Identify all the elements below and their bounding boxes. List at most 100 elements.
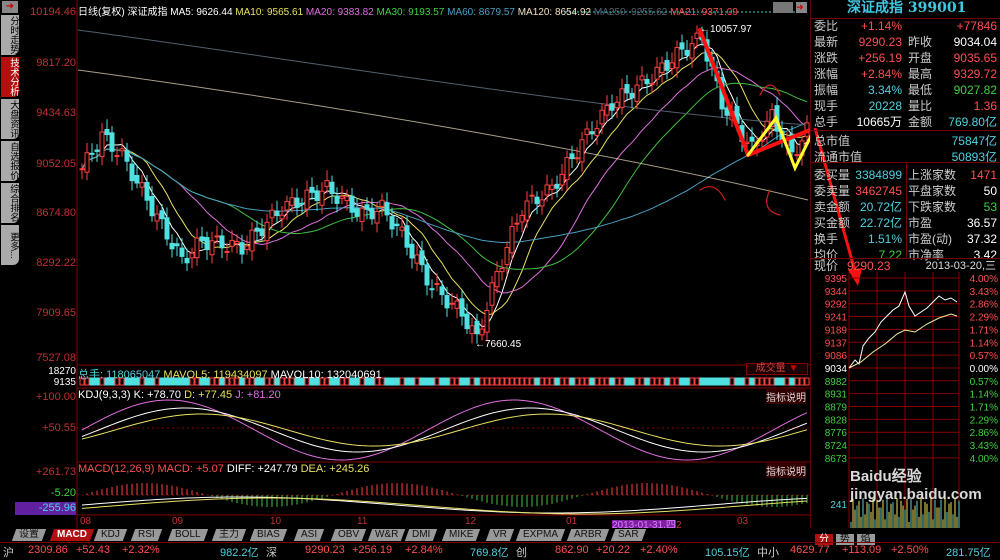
candle xyxy=(114,155,120,158)
candle xyxy=(539,199,545,207)
indicator-tab-boll[interactable]: BOLL xyxy=(167,529,208,541)
tab-intraday[interactable]: 分 xyxy=(815,534,833,545)
indicator-tab-cn-0[interactable]: 设置 xyxy=(11,529,47,541)
volume-bar xyxy=(214,377,220,386)
tab-flame[interactable]: 焰 xyxy=(856,534,875,545)
volume-bar xyxy=(419,377,425,386)
volume-bar xyxy=(729,377,735,386)
volume-bar xyxy=(224,377,230,386)
sidebar-tab-technical[interactable]: 技术分析 xyxy=(1,57,19,97)
close-icon[interactable]: ➜ xyxy=(796,2,807,13)
intraday-price-tick: 9344 xyxy=(825,287,848,298)
macd-tick: +261.73 xyxy=(35,466,76,478)
volume-bar xyxy=(494,377,500,386)
volume-bar xyxy=(549,377,555,386)
candle xyxy=(654,66,660,80)
indicator-tab-dmi[interactable]: DMI xyxy=(404,529,438,541)
ma21-value: MA21: 9371.09 xyxy=(670,7,738,18)
price-line xyxy=(848,290,958,369)
candle xyxy=(144,181,150,201)
candle xyxy=(154,213,160,222)
exit-icon[interactable]: ➜ xyxy=(2,1,18,13)
candle xyxy=(99,131,105,158)
candle xyxy=(199,236,205,242)
volume-bar xyxy=(614,377,620,386)
volume-bar xyxy=(699,377,705,386)
intraday-price-tick: 8724 xyxy=(825,441,848,452)
volume-bar xyxy=(724,377,730,386)
candle xyxy=(504,247,510,265)
kline-chart[interactable] xyxy=(0,0,810,528)
indicator-tab-macd[interactable]: MACD xyxy=(49,529,95,541)
indicator-tab-rsi[interactable]: RSI xyxy=(130,529,162,541)
indicator-tab-arbr[interactable]: ARBR xyxy=(566,529,609,541)
indicator-tab-wr[interactable]: W&R xyxy=(367,529,406,541)
volume-bar xyxy=(104,377,110,386)
volume-bar xyxy=(274,377,280,386)
indicator-tab-asi[interactable]: ASI xyxy=(293,529,325,541)
candle xyxy=(579,139,585,163)
volume-bar xyxy=(769,377,775,386)
candle xyxy=(434,283,440,286)
indicator-tab-kdj[interactable]: KDJ xyxy=(93,529,128,541)
candle xyxy=(344,196,350,202)
sidebar-tab-ranking[interactable]: 综合排名 xyxy=(1,183,19,223)
quote-row: 换手 1.51% 市盈(动) 37.32 xyxy=(814,232,997,246)
indicator-tab-vr[interactable]: VR xyxy=(485,529,515,541)
intraday-price-tick: 8673 xyxy=(825,454,848,465)
volume-bar xyxy=(199,377,205,386)
volume-bar xyxy=(379,377,385,386)
volume-bar xyxy=(249,377,255,386)
volume-bar xyxy=(269,377,275,386)
macd-help-button[interactable]: 指标说明 xyxy=(766,463,806,478)
candle xyxy=(284,201,290,211)
sidebar-tab-more[interactable]: 更多... xyxy=(1,225,19,265)
volume-bar xyxy=(309,377,315,386)
volume-bar xyxy=(489,377,495,386)
indicator-tab-expma[interactable]: EXPMA xyxy=(515,529,566,541)
tab-trend[interactable]: 势 xyxy=(835,534,854,545)
volume-bar xyxy=(629,377,635,386)
indicator-tab-sar[interactable]: SAR xyxy=(610,529,646,541)
kdj-d-line xyxy=(81,413,808,447)
candle xyxy=(324,180,330,187)
candle xyxy=(644,78,650,85)
kdj-help-button[interactable]: 指标说明 xyxy=(766,389,806,404)
volume-bar xyxy=(744,377,750,386)
volume-bar xyxy=(569,377,575,386)
ma20-value: MA20: 9383.82 xyxy=(305,7,374,18)
volume-bar xyxy=(394,377,400,386)
quote-panel: 深证成指 399001 委比 +1.14% +77846 最新 9290.23 昨收 903… xyxy=(810,0,1000,528)
macd-tick: -5.20 xyxy=(50,487,76,499)
sidebar-tab-market-news[interactable]: 大盘资讯 xyxy=(1,99,19,139)
candle xyxy=(279,214,285,220)
volume-bar xyxy=(194,377,200,386)
indicator-tab-mike[interactable]: MIKE xyxy=(441,529,481,541)
indicator-tab-obv[interactable]: OBV xyxy=(330,529,367,541)
volume-bar xyxy=(99,377,105,386)
high-label: ←10057.97 xyxy=(700,24,752,35)
price-tick: 9052.05 xyxy=(36,158,76,170)
candle xyxy=(379,199,385,207)
ma5-value: MA5: 9626.44 xyxy=(170,7,233,18)
sidebar-tab-watchlist[interactable]: 自选报价 xyxy=(1,141,19,181)
volume-bar xyxy=(354,377,360,386)
volume-bar xyxy=(509,377,515,386)
intraday-tab-bar: 分 势 焰 xyxy=(815,530,875,545)
period-label[interactable]: 日线(复权) xyxy=(78,7,125,18)
candle xyxy=(314,190,320,201)
volume-bar xyxy=(529,377,535,386)
sidebar-tab-intraday[interactable]: 分时走势 xyxy=(1,15,19,55)
volume-bar xyxy=(244,377,250,386)
indicator-tab-bias[interactable]: BIAS xyxy=(249,529,287,541)
indicator-select[interactable]: 成交量 ▼ xyxy=(746,363,808,375)
candle xyxy=(794,154,800,157)
candle xyxy=(419,250,425,266)
indicator-tab-cn-5[interactable]: 主力 xyxy=(211,529,247,541)
toolbar-icon[interactable] xyxy=(773,2,793,13)
volume-bar xyxy=(714,377,720,386)
volume-bar xyxy=(584,377,590,386)
volume-bar xyxy=(429,377,435,386)
intraday-chart[interactable]: 9395 4.00% 9344 3.43% 9292 2.86% 9241 2.29% 9189… xyxy=(811,272,1000,528)
candle xyxy=(524,200,530,221)
